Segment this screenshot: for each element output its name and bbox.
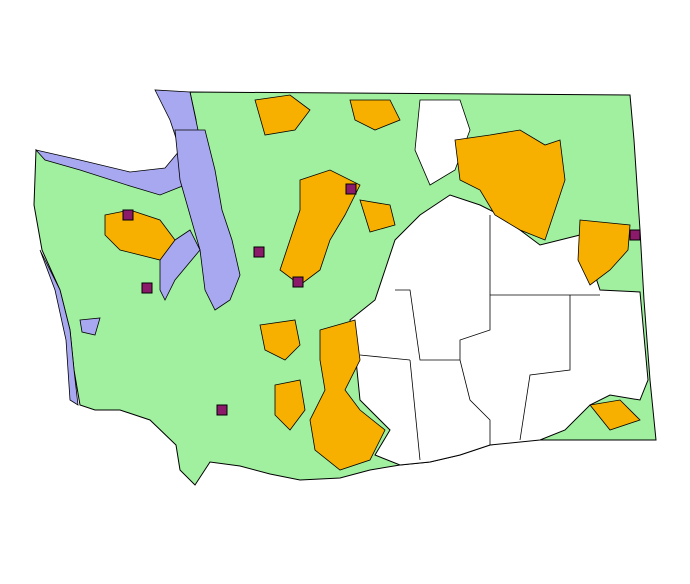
point-marker bbox=[141, 282, 153, 294]
point-marker bbox=[122, 209, 134, 221]
point-marker bbox=[216, 404, 228, 416]
water-bodies bbox=[34, 89, 241, 406]
point-markers bbox=[122, 183, 641, 416]
county-boundaries bbox=[359, 215, 600, 461]
point-marker bbox=[253, 246, 265, 258]
point-marker bbox=[345, 183, 357, 195]
point-marker bbox=[629, 229, 641, 241]
point-marker bbox=[292, 276, 304, 288]
land-other-region bbox=[414, 99, 471, 186]
highlight-areas bbox=[104, 94, 641, 471]
